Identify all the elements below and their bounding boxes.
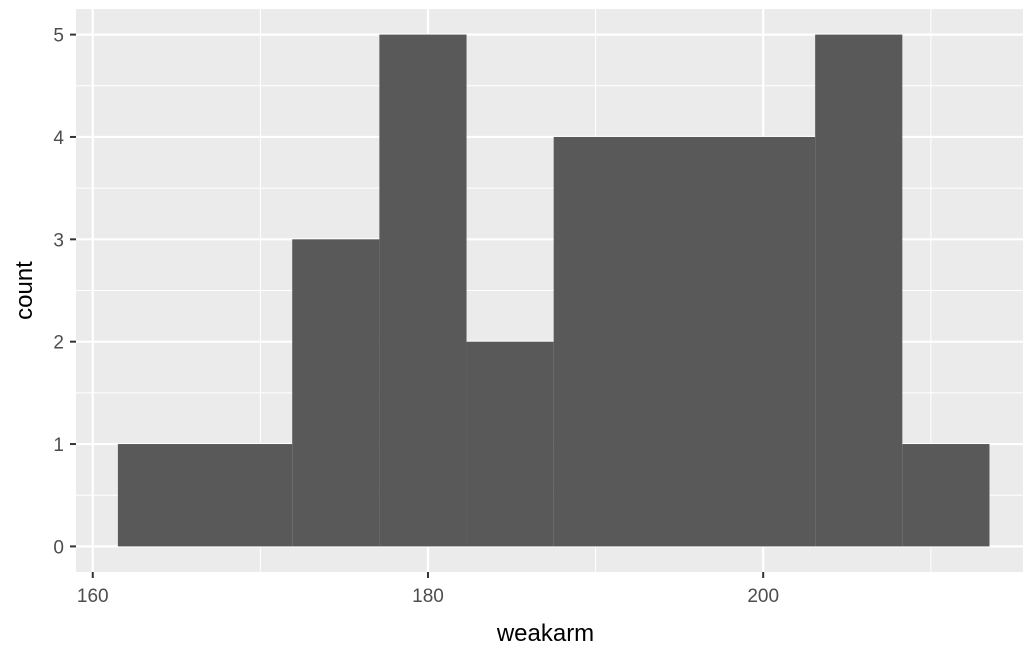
y-axis-title: count [11, 261, 38, 320]
y-tick-label: 1 [53, 435, 64, 456]
histogram-bar [466, 341, 554, 547]
x-tick-label: 200 [747, 586, 779, 607]
y-tick-label: 2 [53, 333, 64, 354]
y-tick-label: 0 [53, 537, 64, 558]
y-tick-label: 4 [53, 128, 64, 149]
histogram-bar [902, 444, 990, 547]
y-axis-ticks: 0 1 2 3 4 5 [53, 26, 76, 558]
histogram-bars [117, 34, 990, 547]
x-tick-label: 160 [77, 586, 109, 607]
histogram-bar [292, 239, 380, 547]
y-tick-label: 3 [53, 230, 64, 251]
histogram-bar [553, 136, 816, 547]
x-axis-title: weakarm [496, 620, 594, 647]
histogram-bar [379, 34, 467, 547]
x-axis-ticks: 160 180 200 [77, 572, 779, 607]
x-tick-label: 180 [412, 586, 444, 607]
histogram-bar [117, 444, 293, 547]
histogram-bar [815, 34, 903, 547]
y-tick-label: 5 [53, 26, 64, 47]
